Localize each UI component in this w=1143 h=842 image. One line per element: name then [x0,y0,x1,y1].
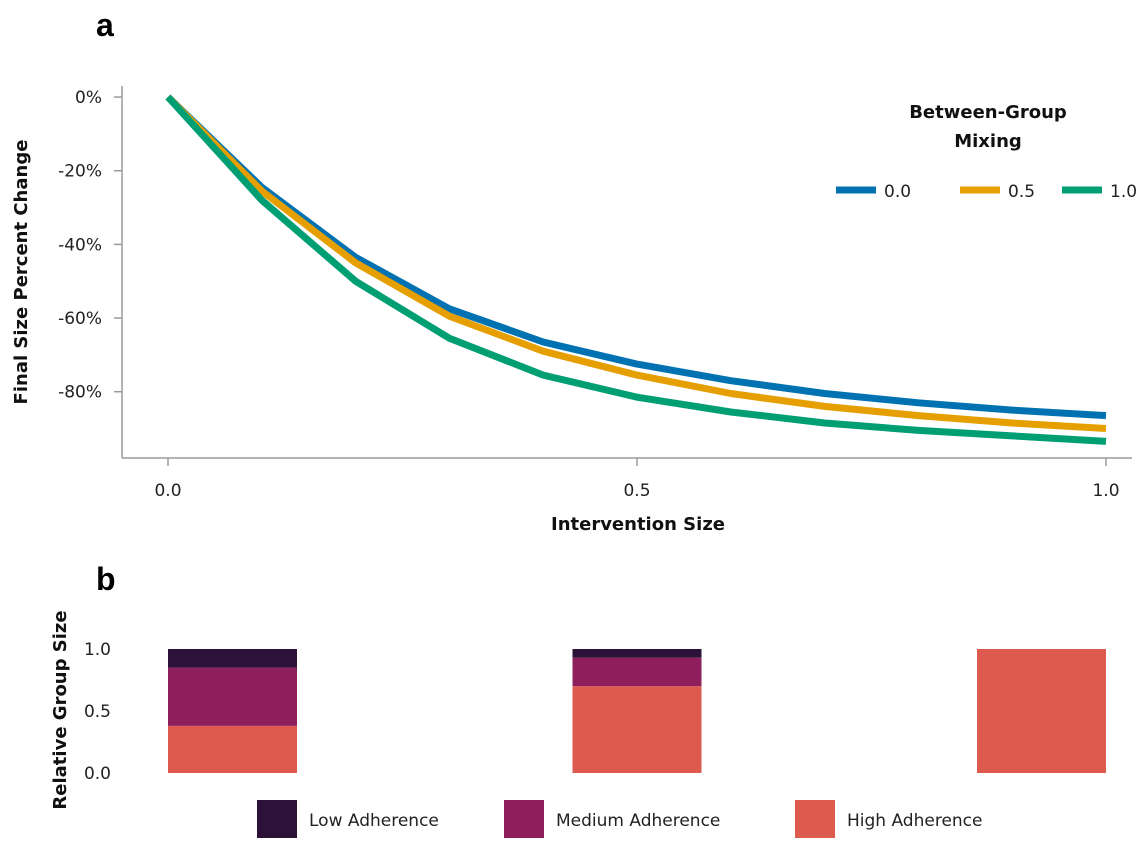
panel-b-stacked-bars [168,649,1106,773]
panel-a-x-axis-title: Intervention Size [551,514,725,535]
panel-b-legend: Low Adherence Medium Adherence High Adhere… [257,800,983,838]
bar-segment-medium-adherence [168,667,297,726]
legend-label: 1.0 [1110,182,1137,202]
bar-segment-low-adherence [168,649,297,668]
panel-a: 0% -20% -40% -60% -80% 0.0 0.5 1.0 Interventio… [11,86,1137,535]
bar-segment-high-adherence [572,686,702,773]
series-line-0-5 [165,94,1107,432]
series-line-1-0 [165,94,1107,445]
x-tick-label: 0.0 [154,481,181,501]
panel-a-series-lines [165,94,1107,445]
panel-b-y-axis-title: Relative Group Size [50,610,71,809]
panel-b-y-ticks: 0.0 0.5 1.0 [84,640,111,784]
legend-item-0-0: 0.0 [836,182,911,202]
panel-a-legend-items: 0.0 0.5 1.0 [836,182,1137,202]
legend-item-high-adherence: High Adherence [795,800,983,838]
bar-segment-high-adherence [977,649,1106,773]
bar-segment-medium-adherence [572,657,702,687]
panel-a-x-ticks: 0.0 0.5 1.0 [154,458,1120,501]
bar-segment-low-adherence [572,649,702,658]
panel-b: Relative Group Size 0.0 0.5 1.0 Low Adhere… [50,610,1106,838]
y-tick-label: 0.0 [84,764,111,784]
legend-item-medium-adherence: Medium Adherence [504,800,720,838]
panel-b-label: b [96,561,116,597]
y-tick-label: -40% [58,235,102,255]
series-line-0-0 [165,94,1107,420]
y-tick-label: -80% [58,383,102,403]
panel-a-y-axis-title: Final Size Percent Change [11,140,32,405]
legend-title-line-2: Mixing [954,131,1022,152]
x-tick-label: 0.5 [623,481,650,501]
legend-item-0-5: 0.5 [960,182,1035,202]
legend-label: 0.0 [884,182,911,202]
bar-segment-high-adherence [168,725,297,773]
legend-swatch [504,800,544,838]
y-tick-label: -60% [58,309,102,329]
y-tick-label: -20% [58,162,102,182]
panel-a-label: a [96,7,114,43]
y-tick-label: 0.5 [84,702,111,722]
panel-a-legend: Between-Group Mixing 0.0 0.5 1.0 [836,102,1137,202]
legend-label: Low Adherence [309,811,439,831]
legend-label: 0.5 [1008,182,1035,202]
legend-swatch [257,800,297,838]
y-tick-label: 0% [75,88,102,108]
legend-label: High Adherence [847,811,983,831]
legend-swatch [795,800,835,838]
panel-a-y-ticks: 0% -20% -40% -60% -80% [58,88,122,403]
legend-item-1-0: 1.0 [1062,182,1137,202]
x-tick-label: 1.0 [1092,481,1119,501]
y-tick-label: 1.0 [84,640,111,660]
legend-item-low-adherence: Low Adherence [257,800,439,838]
legend-label: Medium Adherence [556,811,720,831]
legend-title-line-1: Between-Group [909,102,1067,123]
